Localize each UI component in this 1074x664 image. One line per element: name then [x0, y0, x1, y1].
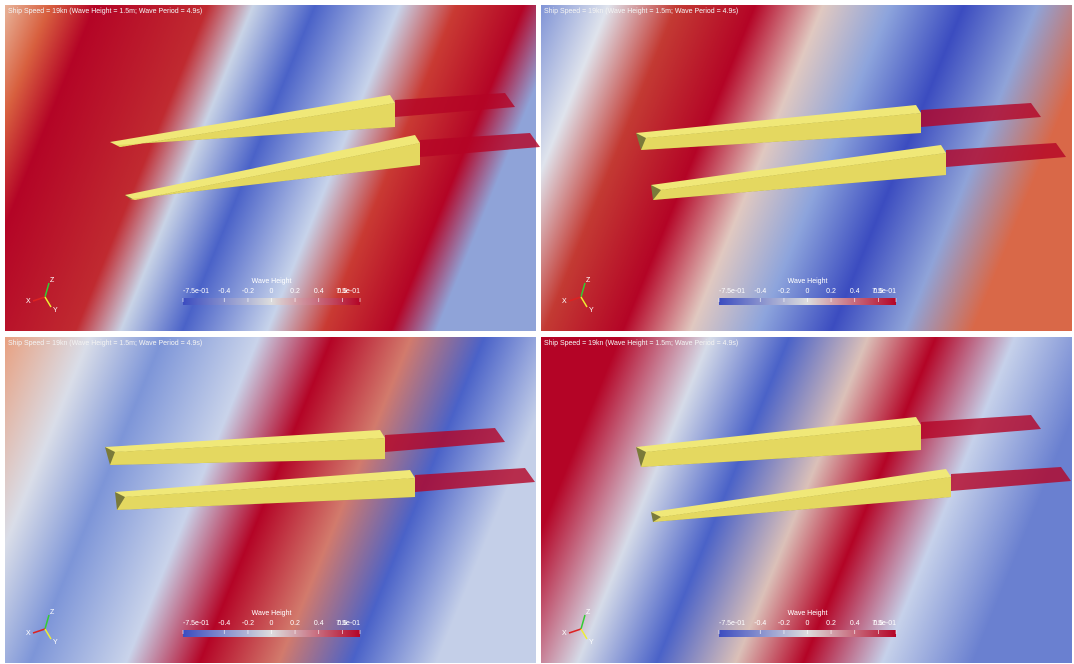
- axis-y-label: Y: [589, 639, 594, 646]
- viewport-panel: Ship Speed = 19kn (Wave Height = 1.5m; W…: [5, 337, 536, 663]
- colorbar-tick-label: 0.4: [850, 620, 860, 627]
- colorbar-title: Wave Height: [788, 610, 828, 617]
- axis-y-label: Y: [53, 307, 58, 314]
- colorbar-tick-label: -0.4: [218, 620, 230, 627]
- colorbar-tick-label: 0.2: [826, 288, 836, 295]
- axis-z-label: Z: [50, 609, 55, 616]
- colorbar-tick-label: 7.5e-01: [336, 620, 360, 627]
- colorbar-tick-label: 0: [270, 620, 274, 627]
- colorbar-tick-label: -0.2: [778, 620, 790, 627]
- colorbar-tick-label: -0.2: [242, 620, 254, 627]
- axis-x-label: X: [562, 630, 567, 637]
- colorbar-tick-label: -7.5e-01: [183, 620, 209, 627]
- colorbar-tick-label: 7.5e-01: [336, 288, 360, 295]
- axis-x-label: X: [26, 630, 31, 637]
- panel-title: Ship Speed = 19kn (Wave Height = 1.5m; W…: [544, 8, 738, 15]
- colorbar-tick-label: -0.2: [242, 288, 254, 295]
- axis-x-label: X: [26, 298, 31, 305]
- colorbar-tick-label: -7.5e-01: [719, 620, 745, 627]
- axis-z-label: Z: [586, 277, 591, 284]
- colorbar-tick-label: -7.5e-01: [183, 288, 209, 295]
- colorbar-tick-label: 0: [270, 288, 274, 295]
- colorbar-tick-label: -7.5e-01: [719, 288, 745, 295]
- colorbar-tick-label: -0.4: [754, 288, 766, 295]
- axis-y-label: Y: [589, 307, 594, 314]
- viewport-panel: Ship Speed = 19kn (Wave Height = 1.5m; W…: [5, 5, 540, 331]
- colorbar-tick-label: 7.5e-01: [872, 620, 896, 627]
- colorbar-title: Wave Height: [252, 610, 292, 617]
- colorbar-tick-label: 0.2: [826, 620, 836, 627]
- panel-title: Ship Speed = 19kn (Wave Height = 1.5m; W…: [8, 8, 202, 15]
- colorbar-tick-label: 0: [806, 288, 810, 295]
- colorbar-tick-label: 0.4: [850, 288, 860, 295]
- viewport-panel: Ship Speed = 19kn (Wave Height = 1.5m; W…: [541, 5, 1072, 331]
- colorbar-title: Wave Height: [252, 278, 292, 285]
- colorbar-tick-label: -0.4: [218, 288, 230, 295]
- screenshot: Ship Speed = 19kn (Wave Height = 1.5m; W…: [0, 0, 1074, 664]
- colorbar-tick-label: 7.5e-01: [872, 288, 896, 295]
- axis-x-label: X: [562, 298, 567, 305]
- colorbar-tick-label: -0.4: [754, 620, 766, 627]
- colorbar-tick-label: 0.2: [290, 620, 300, 627]
- colorbar-tick-label: 0.2: [290, 288, 300, 295]
- colorbar-tick-label: 0.4: [314, 620, 324, 627]
- colorbar-tick-label: 0: [806, 620, 810, 627]
- axis-z-label: Z: [586, 609, 591, 616]
- colorbar-title: Wave Height: [788, 278, 828, 285]
- viewport-panel: Ship Speed = 19kn (Wave Height = 1.5m; W…: [541, 337, 1072, 663]
- axis-y-label: Y: [53, 639, 58, 646]
- colorbar-tick-label: 0.4: [314, 288, 324, 295]
- panel-title: Ship Speed = 19kn (Wave Height = 1.5m; W…: [8, 340, 202, 347]
- panel-title: Ship Speed = 19kn (Wave Height = 1.5m; W…: [544, 340, 738, 347]
- colorbar-tick-label: -0.2: [778, 288, 790, 295]
- axis-z-label: Z: [50, 277, 55, 284]
